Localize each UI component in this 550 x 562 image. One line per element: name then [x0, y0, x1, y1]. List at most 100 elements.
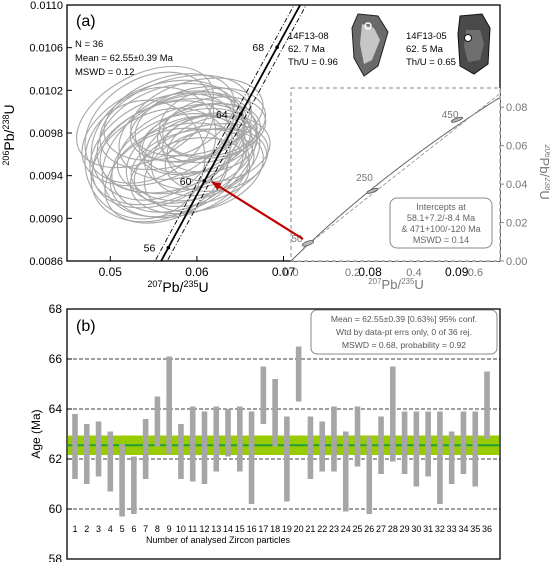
b-x-tick-label: 7	[143, 524, 148, 534]
concordia-age-label: 68	[252, 42, 264, 54]
concordia-age-label: 60	[180, 176, 192, 188]
x-tick-label: 0.06	[185, 265, 209, 279]
b-x-tick-label: 14	[223, 524, 233, 534]
zircon-08-age: 62. 7 Ma	[288, 44, 326, 55]
b-x-axis-label: Number of analysed Zircon particles	[146, 535, 291, 545]
age-bar	[72, 414, 78, 479]
concordia-curve	[154, 5, 307, 261]
zircon-08-spot	[364, 22, 372, 30]
zircon-05-spot	[464, 34, 472, 42]
error-ellipse	[164, 127, 268, 192]
age-bar	[390, 366, 396, 462]
b-x-tick-label: 36	[482, 524, 492, 534]
inset-ellipse	[450, 116, 464, 123]
intercepts-line-2: 58.1+7.2/-8.4 Ma	[407, 213, 475, 223]
error-ellipse	[103, 73, 235, 161]
inset-x-tick-label: 0.4	[406, 267, 421, 279]
age-bar	[131, 456, 137, 514]
inset-y-tick-label: 0.08	[506, 102, 527, 114]
zircon-05: 14F13-05 62. 5 Ma Th/U = 0.65	[406, 13, 491, 75]
age-bar	[307, 416, 314, 479]
concordia-age-tick	[238, 112, 243, 116]
b-y-tick-label: 64	[49, 402, 63, 416]
b-x-tick-label: 12	[199, 524, 209, 534]
age-bar	[331, 406, 337, 472]
age-bar	[166, 356, 172, 454]
stats-n: N = 36	[75, 39, 103, 50]
stats-text: N = 36 Mean = 62.55±0.39 Ma MSWD = 0.12	[75, 39, 174, 78]
age-bars	[72, 346, 490, 517]
y-axis-ticks: 0.0086 0.0090 0.0094 0.0098 0.0102 0.0106 0.01…	[29, 0, 72, 268]
error-ellipse	[133, 122, 269, 208]
x-tick-label: 0.07	[272, 265, 296, 279]
age-bar	[437, 411, 443, 504]
age-bar	[237, 406, 243, 472]
b-y-tick-label: 62	[49, 452, 63, 466]
intercepts-line-3: & 471+100/-120 Ma	[401, 224, 480, 234]
zircon-08-highlight	[360, 24, 380, 64]
age-bar	[178, 424, 184, 479]
b-y-tick-label: 66	[49, 352, 63, 366]
b-y-tick-label: 68	[49, 302, 63, 316]
b-x-tick-label: 20	[294, 524, 304, 534]
b-x-tick-label: 16	[247, 524, 257, 534]
age-bar	[295, 346, 302, 402]
zircon-08-name: 14F13-08	[288, 31, 329, 42]
x-tick-label: 0.09	[445, 265, 469, 279]
age-bar	[378, 416, 384, 474]
b-x-tick-label: 34	[458, 524, 468, 534]
concordia-age-labels: 56 60 64 68	[144, 42, 279, 255]
concordia-age-tick	[275, 45, 279, 50]
b-x-tick-label: 35	[470, 524, 480, 534]
age-bar	[342, 431, 349, 512]
zoom-arrow	[211, 181, 304, 240]
age-bar	[189, 406, 196, 482]
zircon-08-thu: Th/U = 0.96	[288, 57, 338, 68]
b-x-tick-label: 28	[388, 524, 398, 534]
age-bar	[225, 409, 231, 457]
age-bar	[83, 424, 90, 484]
inset-y-tick-label: 0.00	[506, 256, 527, 268]
b-x-tick-label: 3	[96, 524, 101, 534]
b-x-tick-label: 4	[108, 524, 113, 534]
zircon-08: 14F13-08 62. 7 Ma Th/U = 0.96	[288, 13, 389, 77]
b-x-ticks: 1 2 3 4 5 6 7 8 9 10 11 12 13 14 15 16 17 18 19 20 21 22 23 24 2…	[72, 524, 492, 534]
y-tick-label: 0.0106	[29, 43, 63, 55]
panel-a-label: (a)	[76, 13, 96, 30]
concordia-error-envelope	[166, 5, 307, 261]
inset-x-tick-label: 0.0	[283, 267, 298, 279]
error-ellipse	[89, 92, 239, 206]
age-bar	[154, 396, 161, 447]
error-ellipse	[134, 86, 253, 163]
intercepts-line-1: Intercepts at	[416, 202, 466, 212]
b-stats-line-3: MSWD = 0.68, probability = 0.92	[342, 340, 466, 350]
age-bar	[213, 406, 220, 472]
error-ellipse	[156, 102, 258, 164]
x-tick-label: 0.08	[358, 265, 382, 279]
inset-concordia-line	[290, 97, 500, 262]
age-bar	[272, 379, 278, 447]
inset-age-label: 250	[356, 173, 373, 184]
b-x-tick-label: 10	[176, 524, 186, 534]
error-ellipse	[125, 115, 248, 204]
inset-age-label: 450	[442, 110, 459, 121]
age-bar	[472, 411, 479, 487]
b-y-ticks: 58 60 62 64 66 68	[49, 302, 72, 562]
b-x-tick-label: 33	[447, 524, 457, 534]
b-x-tick-label: 13	[211, 524, 221, 534]
concordia-line	[160, 5, 302, 261]
b-y-tick-label: 60	[49, 502, 63, 516]
b-x-tick-label: 21	[305, 524, 315, 534]
y-tick-label: 0.0110	[30, 0, 63, 12]
inset-x-ticks: 0.0 0.2 0.4 0.6	[283, 267, 483, 279]
b-x-tick-label: 18	[270, 524, 280, 534]
b-y-axis-label: Age (Ma)	[29, 409, 43, 458]
b-x-tick-label: 17	[258, 524, 268, 534]
b-x-tick-label: 22	[317, 524, 327, 534]
error-ellipse	[111, 112, 245, 213]
b-x-tick-label: 24	[341, 524, 351, 534]
b-y-tick-label: 58	[49, 552, 63, 562]
age-bar	[354, 406, 361, 467]
